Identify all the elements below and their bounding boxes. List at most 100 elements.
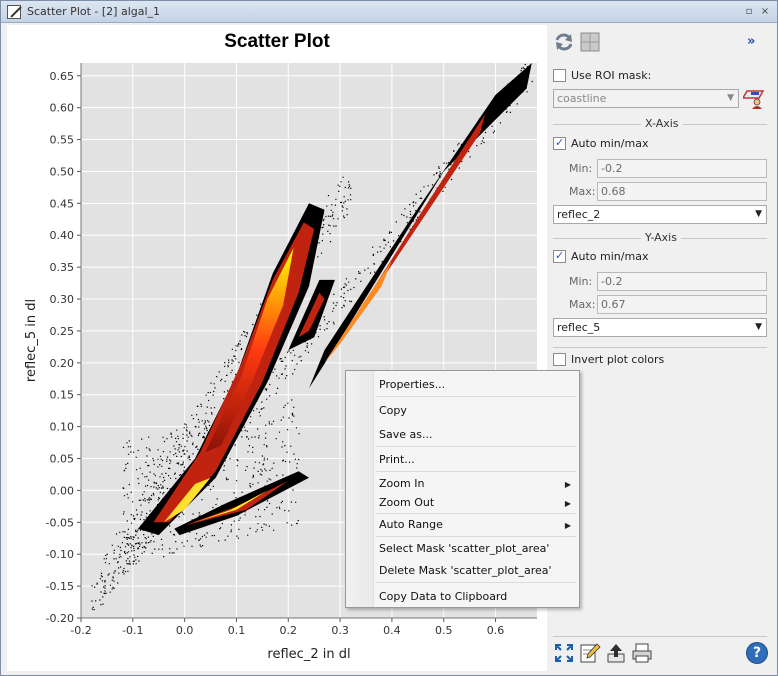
- menu-separator: [376, 446, 576, 447]
- y-tick-labels: -0.20 -0.15 -0.10 -0.05 0.00 0.05 0.10 0.15 0.20…: [46, 70, 74, 625]
- x-tick-label: 0.0: [176, 624, 194, 637]
- menu-item-delete-mask[interactable]: Delete Mask 'scatter_plot_area': [379, 564, 552, 577]
- side-panel: » Use ROI mask: coastline ▼ X-Axis Auto …: [549, 25, 775, 671]
- help-icon[interactable]: ?: [746, 642, 768, 664]
- y-auto-minmax-checkbox[interactable]: Auto min/max: [553, 249, 649, 263]
- y-tick-label: 0.35: [50, 261, 75, 274]
- x-tick-label: 0.1: [228, 624, 246, 637]
- y-tick-label: 0.10: [50, 421, 75, 434]
- y-tick-label: 0.30: [50, 293, 75, 306]
- x-auto-minmax-checkbox[interactable]: Auto min/max: [553, 136, 649, 150]
- submenu-arrow-icon: ▶: [564, 521, 571, 530]
- y-min-label: Min:: [569, 275, 593, 288]
- more-options-button[interactable]: »: [747, 34, 756, 49]
- menu-item-copy-data[interactable]: Copy Data to Clipboard: [379, 590, 508, 603]
- y-tick-label: 0.55: [50, 134, 75, 147]
- y-tick-label: -0.05: [46, 516, 74, 529]
- y-auto-minmax-box[interactable]: [553, 249, 566, 263]
- x-tick-label: -0.2: [70, 624, 91, 637]
- chevron-down-icon: ▼: [755, 209, 762, 219]
- plot-area[interactable]: Scatter Plot -0.2 -0.1 0.0 0.1 0.2 0.3 0.4 0.5 0…: [7, 25, 547, 671]
- x-max-field[interactable]: 0.68: [597, 182, 767, 201]
- invert-separator: [553, 347, 767, 348]
- y-tick-label: 0.20: [50, 357, 75, 370]
- menu-separator: [376, 513, 576, 514]
- y-band-select[interactable]: reflec_5 ▼: [553, 318, 767, 337]
- menu-item-properties[interactable]: Properties...: [379, 378, 446, 391]
- x-band-select[interactable]: reflec_2 ▼: [553, 205, 767, 224]
- x-max-label: Max:: [569, 185, 596, 198]
- use-roi-mask-box[interactable]: [553, 69, 566, 82]
- spike-core: [298, 292, 325, 338]
- y-axis-section-title: Y-Axis: [641, 231, 681, 244]
- y-tick-label: 0.60: [50, 102, 75, 115]
- edit-icon[interactable]: [579, 642, 601, 664]
- diagonal-band-hot: [324, 260, 392, 363]
- y-max-field[interactable]: 0.67: [597, 295, 767, 314]
- invert-plot-colors-checkbox[interactable]: Invert plot colors: [553, 353, 664, 366]
- scatter-chart[interactable]: -0.2 -0.1 0.0 0.1 0.2 0.3 0.4 0.5 0.6 -0.20 -0.15…: [7, 25, 547, 671]
- x-band-value: reflec_2: [557, 208, 601, 221]
- window-title: Scatter Plot - [2] algal_1: [27, 5, 161, 18]
- bottom-toolbar-separator: [553, 636, 767, 637]
- menu-separator: [376, 471, 576, 472]
- use-roi-mask-label: Use ROI mask:: [571, 69, 652, 82]
- x-tick-label: 0.6: [487, 624, 505, 637]
- maximize-button[interactable]: ▫: [745, 6, 753, 17]
- use-roi-mask-checkbox[interactable]: Use ROI mask:: [553, 69, 651, 82]
- y-tick-label: -0.10: [46, 548, 74, 561]
- menu-item-select-mask[interactable]: Select Mask 'scatter_plot_area': [379, 542, 550, 555]
- chevron-down-icon: ▼: [727, 93, 734, 103]
- zoom-all-icon[interactable]: [553, 642, 575, 664]
- y-auto-minmax-label: Auto min/max: [571, 250, 649, 263]
- x-axis-label: reflec_2 in dl: [267, 647, 350, 662]
- title-bar: Scatter Plot - [2] algal_1 ▫ ×: [1, 1, 777, 23]
- context-menu: Properties... Copy Save as... Print... Z…: [345, 370, 580, 608]
- invert-plot-colors-box[interactable]: [553, 353, 566, 366]
- x-auto-minmax-label: Auto min/max: [571, 137, 649, 150]
- y-tick-label: 0.45: [50, 197, 75, 210]
- y-tick-label: -0.15: [46, 580, 74, 593]
- y-band-value: reflec_5: [557, 321, 601, 334]
- x-tick-label: 0.3: [331, 624, 349, 637]
- y-tick-label: -0.20: [46, 612, 74, 625]
- y-tick-label: 0.00: [50, 484, 75, 497]
- main-band-hot: [205, 248, 294, 453]
- roi-mask-select[interactable]: coastline ▼: [553, 89, 739, 108]
- y-tick-label: 0.05: [50, 453, 75, 466]
- density-clusters: [138, 63, 532, 536]
- menu-item-print[interactable]: Print...: [379, 453, 415, 466]
- menu-item-save-as[interactable]: Save as...: [379, 428, 433, 441]
- grid-toggle-icon[interactable]: [579, 31, 601, 53]
- y-tick-label: 0.25: [50, 325, 75, 338]
- y-min-field[interactable]: -0.2: [597, 272, 767, 291]
- menu-separator: [376, 396, 576, 397]
- x-tick-label: 0.5: [435, 624, 453, 637]
- menu-gutter: [346, 371, 374, 607]
- x-tick-label: 0.2: [280, 624, 298, 637]
- y-tick-label: 0.65: [50, 70, 75, 83]
- roi-mask-icon[interactable]: [743, 87, 765, 109]
- submenu-arrow-icon: ▶: [564, 480, 571, 489]
- refresh-icon[interactable]: [553, 31, 575, 53]
- plot-title: Scatter Plot: [224, 31, 330, 52]
- menu-item-zoom-out[interactable]: Zoom Out: [379, 496, 435, 509]
- y-tick-label: 0.15: [50, 389, 75, 402]
- main-band-base-hot: [163, 477, 211, 523]
- menu-item-zoom-in[interactable]: Zoom In: [379, 477, 425, 490]
- plot-axes: [77, 63, 537, 622]
- menu-separator: [376, 536, 576, 537]
- y-tick-label: 0.50: [50, 165, 75, 178]
- menu-item-copy[interactable]: Copy: [379, 404, 407, 417]
- print-icon[interactable]: [631, 642, 653, 664]
- export-icon[interactable]: [605, 642, 627, 664]
- x-min-label: Min:: [569, 162, 593, 175]
- y-axis-label: reflec_5 in dl: [24, 299, 39, 382]
- x-auto-minmax-box[interactable]: [553, 136, 566, 150]
- close-button[interactable]: ×: [760, 6, 770, 17]
- menu-separator: [376, 582, 576, 583]
- x-tick-label: 0.4: [383, 624, 401, 637]
- menu-item-auto-range[interactable]: Auto Range: [379, 518, 443, 531]
- x-min-field[interactable]: -0.2: [597, 159, 767, 178]
